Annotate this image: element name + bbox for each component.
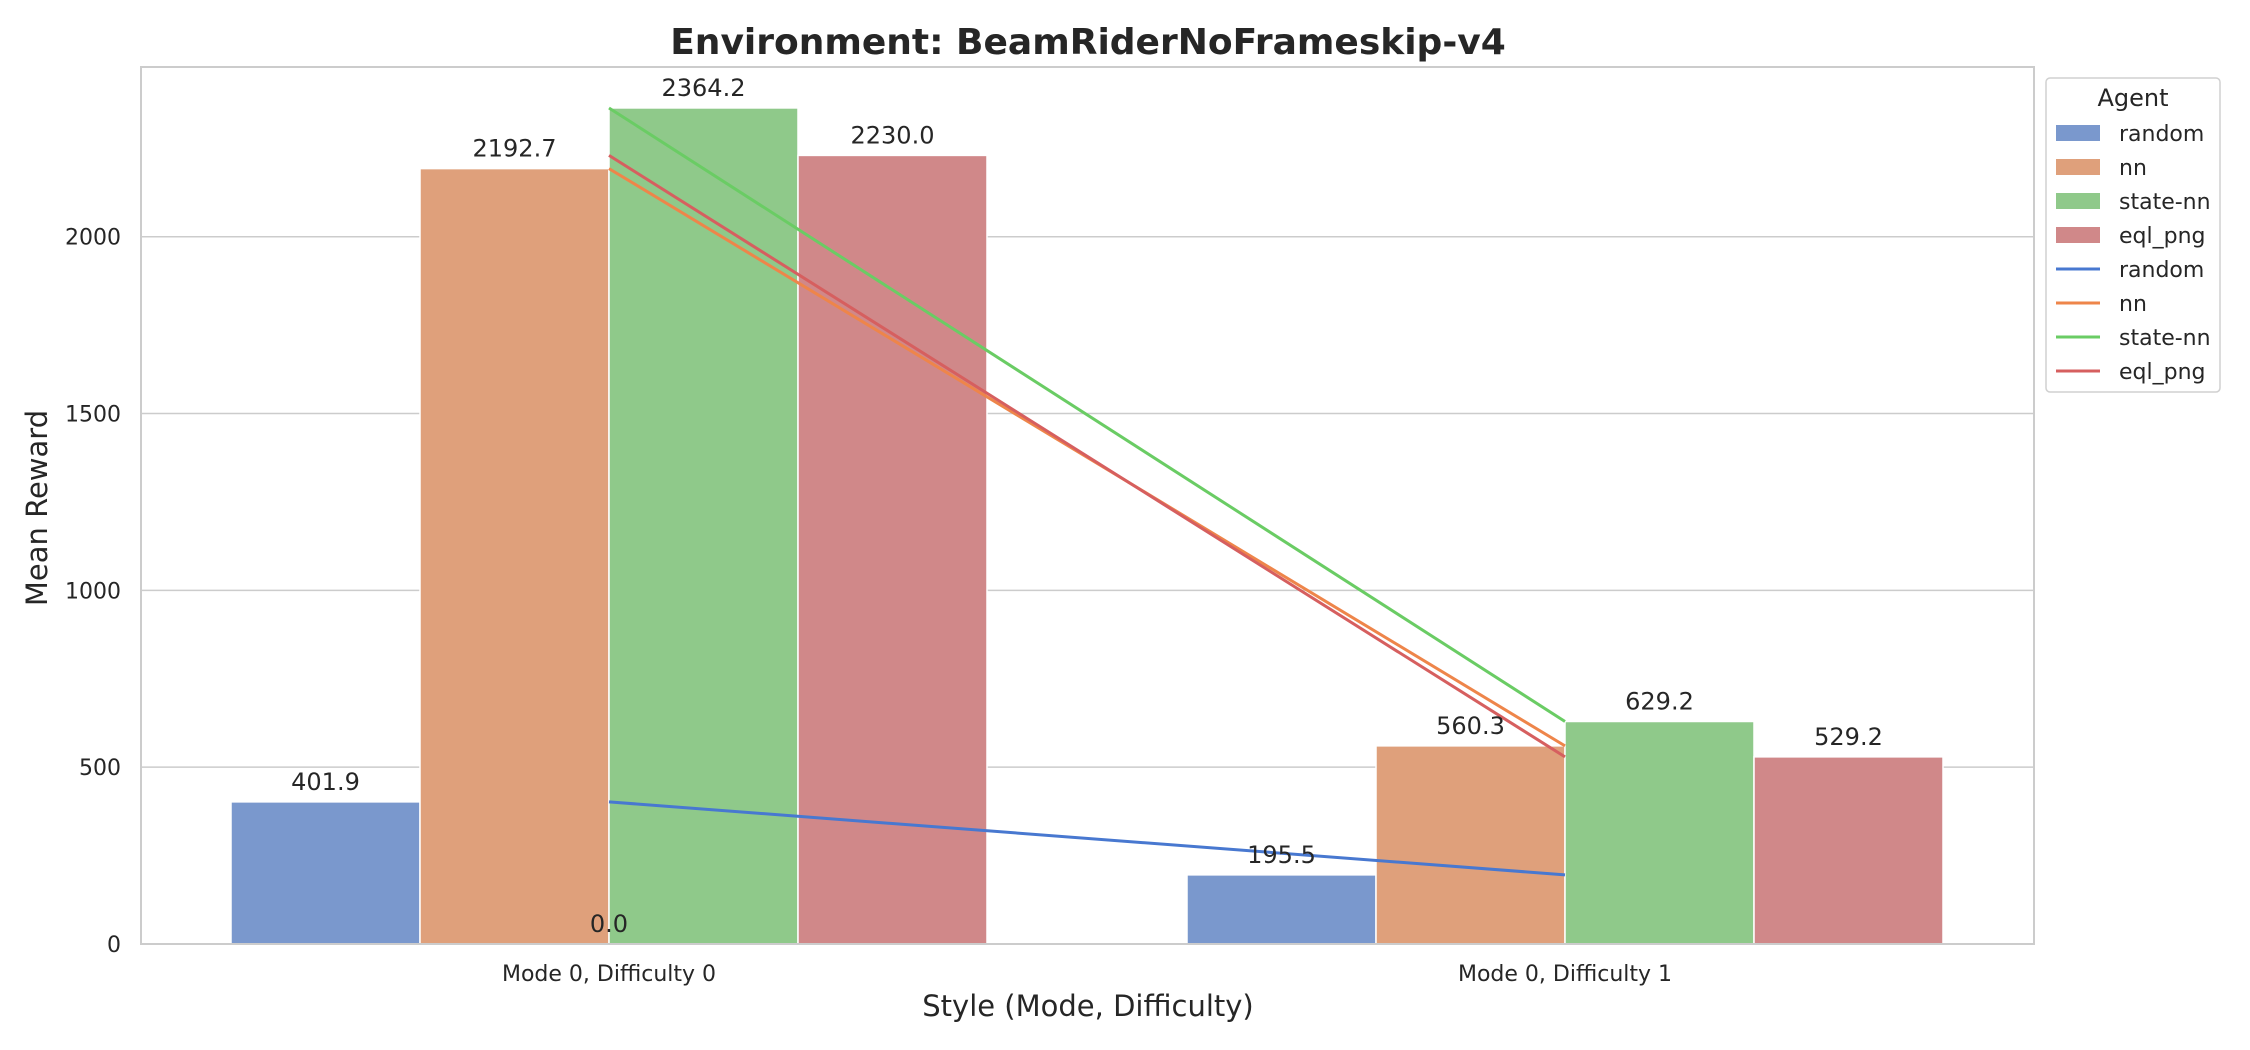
- y-tick-label: 1000: [65, 579, 121, 604]
- data-labels: 401.9 2192.7 2364.2 2230.0 195.5 560.3 629.2 52…: [291, 74, 1883, 938]
- bar-eql_png: [797, 154, 988, 945]
- bar-eql_png: [1753, 756, 1944, 945]
- y-ticks: 0 500 1000 1500 2000: [65, 226, 121, 958]
- y-tick-label: 2000: [65, 226, 121, 251]
- data-label: 195.5: [1247, 841, 1316, 869]
- x-tick-label: Mode 0, Difficulty 0: [502, 962, 716, 987]
- legend-label: eql_png: [2119, 224, 2206, 249]
- line-eql_png: [608, 154, 1566, 759]
- bar-state-nn: [1564, 720, 1755, 945]
- line-state-nn: [608, 106, 1566, 723]
- legend-items: randomnnstate-nneql_pngrandomnnstate-nne…: [2056, 122, 2211, 385]
- data-label: 629.2: [1625, 687, 1694, 715]
- legend-title: Agent: [2097, 84, 2168, 112]
- y-tick-label: 500: [79, 756, 121, 781]
- data-label: 2364.2: [662, 74, 746, 102]
- plot-frame: [140, 66, 2035, 945]
- legend-label: state-nn: [2119, 190, 2211, 215]
- data-label: 2192.7: [473, 135, 557, 163]
- legend-label: nn: [2119, 292, 2147, 317]
- bar-nn: [1375, 745, 1566, 945]
- legend-label: eql_png: [2119, 360, 2206, 385]
- legend-swatch-bar: [2056, 193, 2100, 209]
- legend-label: random: [2119, 122, 2204, 147]
- line-random: [608, 800, 1566, 877]
- data-label: 529.2: [1814, 723, 1883, 751]
- data-label: 560.3: [1436, 712, 1505, 740]
- legend-label: random: [2119, 258, 2204, 283]
- data-label: 2230.0: [851, 121, 935, 149]
- x-axis-label: Style (Mode, Difficulty): [922, 989, 1253, 1023]
- bar-random: [230, 801, 421, 945]
- x-ticks: Mode 0, Difficulty 0 Mode 0, Difficulty 1: [502, 962, 1672, 987]
- legend-frame: [2045, 77, 2221, 393]
- legend: Agent randomnnstate-nneql_pngrandomnnsta…: [2045, 77, 2221, 393]
- y-tick-label: 0: [107, 933, 121, 958]
- legend-swatch-bar: [2056, 125, 2100, 141]
- x-tick-label: Mode 0, Difficulty 1: [1458, 962, 1672, 987]
- bar-nn: [419, 167, 610, 945]
- bar-random: [1186, 874, 1377, 945]
- legend-label: state-nn: [2119, 326, 2211, 351]
- chart-title: Environment: BeamRiderNoFrameskip-v4: [670, 22, 1506, 63]
- bar-state-nn: [608, 107, 799, 945]
- data-label: 401.9: [291, 768, 360, 796]
- y-tick-label: 1500: [65, 403, 121, 428]
- bars: [230, 107, 1944, 945]
- legend-label: nn: [2119, 156, 2147, 181]
- series-lines: [608, 106, 1566, 877]
- y-axis-label: Mean Reward: [20, 410, 54, 606]
- legend-swatch-bar: [2056, 227, 2100, 243]
- data-label: 0.0: [590, 910, 628, 938]
- legend-swatch-bar: [2056, 159, 2100, 175]
- plot-border: [140, 66, 2035, 945]
